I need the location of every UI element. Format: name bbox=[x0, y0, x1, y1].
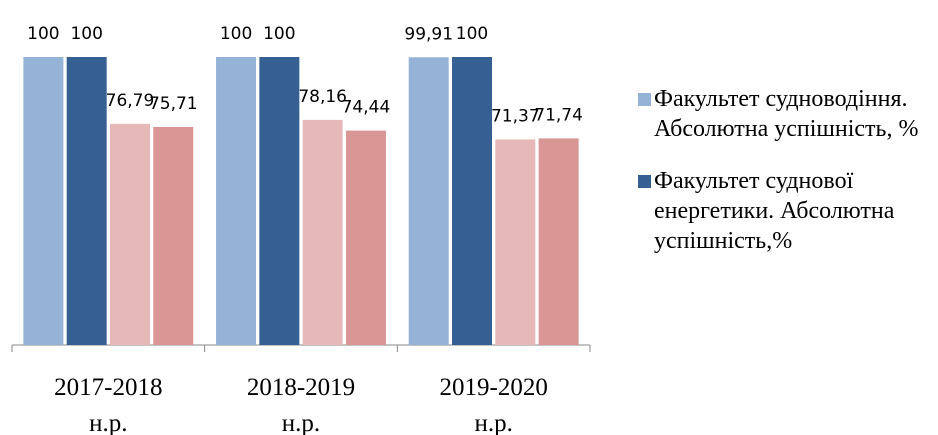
legend-label: Факультет суднової енергетики. Абсолютна… bbox=[654, 168, 895, 254]
data-label: 74,44 bbox=[342, 98, 391, 118]
bar bbox=[23, 57, 64, 345]
data-label: 78,16 bbox=[298, 87, 347, 107]
bar bbox=[538, 138, 579, 345]
bar bbox=[153, 126, 194, 345]
x-tick-label: н.р. bbox=[89, 410, 127, 435]
legend-swatch bbox=[638, 175, 651, 188]
bar bbox=[109, 123, 150, 345]
data-label: 71,37 bbox=[491, 106, 540, 126]
x-tick-label: 2018-2019 bbox=[247, 374, 355, 401]
data-label: 99,91 bbox=[404, 24, 453, 44]
bar bbox=[302, 119, 343, 345]
bar bbox=[345, 130, 386, 345]
data-label: 100 bbox=[456, 24, 488, 44]
bar bbox=[259, 57, 300, 345]
data-label: 100 bbox=[70, 24, 102, 44]
bar bbox=[216, 57, 257, 345]
legend: Факультет судноводіння. Абсолютна успішн… bbox=[638, 84, 936, 278]
x-tick-label: н.р. bbox=[282, 410, 320, 435]
bar bbox=[408, 57, 449, 345]
x-tick-label: н.р. bbox=[474, 410, 512, 435]
data-label: 75,71 bbox=[149, 94, 198, 114]
legend-item: Факультет судноводіння. Абсолютна успішн… bbox=[638, 84, 936, 144]
data-label: 100 bbox=[220, 24, 252, 44]
data-label: 71,74 bbox=[534, 105, 583, 125]
data-label: 100 bbox=[263, 24, 295, 44]
legend-label: Факультет судноводіння. Абсолютна успішн… bbox=[654, 86, 919, 142]
data-label: 76,79 bbox=[106, 91, 155, 111]
legend-item: Факультет суднової енергетики. Абсолютна… bbox=[638, 166, 936, 256]
bar bbox=[66, 57, 107, 345]
bar bbox=[452, 57, 493, 345]
x-tick-label: 2019-2020 bbox=[440, 374, 548, 401]
x-tick-label: 2017-2018 bbox=[54, 374, 162, 401]
bar bbox=[495, 139, 536, 345]
legend-swatch bbox=[638, 93, 651, 106]
data-label: 100 bbox=[27, 24, 59, 44]
